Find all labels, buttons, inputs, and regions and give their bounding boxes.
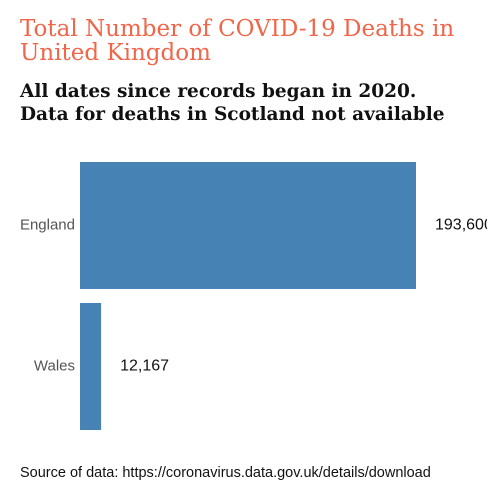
value-label: 12,167 [120,358,169,375]
chart-title: Total Number of COVID-19 Deaths in [20,16,454,42]
chart-subtitle: Data for deaths in Scotland not availabl… [20,104,445,125]
category-label: Wales [34,357,75,374]
bar [80,162,416,289]
bar [80,303,102,430]
value-label: 193,600 [435,217,487,234]
chart: Total Number of COVID-19 Deaths in Unite… [19,16,487,481]
caption: Source of data: https://coronavirus.data… [20,465,431,481]
category-label: England [20,216,75,233]
chart-title: United Kingdom [20,40,211,66]
chart-subtitle: All dates since records began in 2020. [19,81,416,102]
